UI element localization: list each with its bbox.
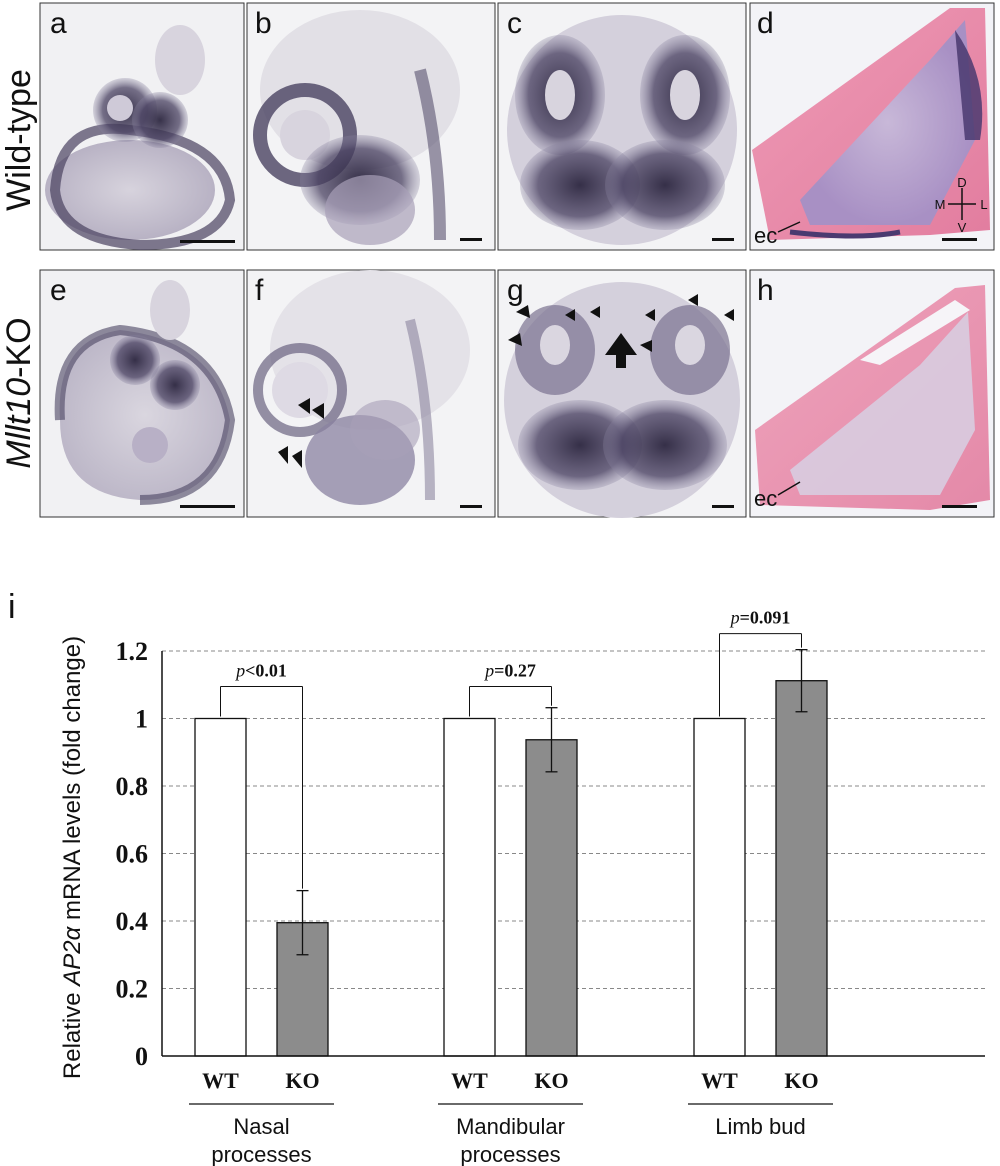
ec-label-top: ec [754,223,777,248]
p-value: =0.27 [494,661,536,681]
x-tick-label: KO [784,1068,818,1093]
row-label-gene: Mllt10 [0,378,38,469]
panel-d: ec D V M L d [749,2,995,251]
bar-chart: 00.20.40.60.811.2 p<0.01 p=0.27p=0.091 WT… [59,608,985,1166]
panel-letter-c: c [507,7,522,40]
group-label: processes [211,1142,311,1166]
large-arrow-g [605,333,637,368]
axis-cross: D V M L [935,175,988,235]
p-symbol: p [729,608,740,628]
panel-f: f [246,269,496,518]
p-value-label: p=0.27 [483,661,536,681]
panel-letter-d: d [757,7,774,40]
p-value: <0.01 [245,661,287,681]
y-tick-label: 0.8 [116,772,149,801]
y-axis-label-suffix: mRNA levels (fold change) [59,636,86,927]
panel-h: ec h [749,269,995,518]
x-tick-labels: WT KO WT KO WT KO [202,1068,818,1093]
panel-b: b [246,2,496,251]
y-tick-label: 0.4 [116,907,149,936]
y-tick-labels: 0 0.2 0.4 0.6 0.8 1 1.2 [116,637,149,1071]
y-tick-label: 0.2 [116,975,149,1004]
panel-letter-a: a [50,7,67,40]
panel-letter-g: g [507,274,524,307]
bar-ko [525,739,578,1057]
panel-a: a [39,2,245,251]
axis-medial: M [935,197,946,212]
row-label-suffix: -KO [0,317,38,377]
bars [194,680,828,1057]
group-label: Nasal [233,1114,289,1139]
y-axis-label-prefix: Relative [59,986,86,1079]
panel-g: g [497,269,747,518]
group-label: Limb bud [715,1114,806,1139]
panel-letter-i: i [8,588,16,626]
p-symbol: p [234,661,245,681]
x-tick-label: WT [701,1068,738,1093]
p-value-label: p=0.091 [729,608,791,628]
y-tick-label: 1 [135,705,148,734]
panel-letter-h: h [757,274,774,307]
x-tick-label: KO [285,1068,319,1093]
image-panels: Wild-type Mllt10-KO a b [0,2,995,518]
bar-ko [775,680,828,1057]
axis-dorsal: D [957,175,966,190]
row-label-wild-type: Wild-type [0,69,38,211]
y-tick-label: 1.2 [116,637,149,666]
axis-ventral: V [958,220,967,235]
arrowheads-g [508,294,734,352]
x-tick-label: KO [534,1068,568,1093]
group-labels: Nasal processes Mandibular processes Limb bu… [189,1103,833,1166]
panel-e: e [39,269,245,518]
significance-brackets: p<0.01 p=0.27p=0.091 [220,608,802,889]
bar-wt [443,717,496,1057]
p-value: =0.091 [740,608,791,628]
p-value-label: p<0.01 [234,661,287,681]
panel-letter-f: f [255,274,264,307]
y-tick-label: 0.6 [116,840,149,869]
panel-letter-b: b [255,7,272,40]
axis-lateral: L [980,197,987,212]
row-label-knockout: Mllt10-KO [0,317,38,468]
bar-wt [194,717,247,1057]
y-axis-label: Relative AP2α mRNA levels (fold change) [59,636,86,1079]
y-axis-label-gene: AP2α [59,925,86,987]
x-tick-label: WT [451,1068,488,1093]
p-symbol: p [483,661,494,681]
group-label: Mandibular [456,1114,565,1139]
group-label: processes [460,1142,560,1166]
panel-letter-e: e [50,274,67,307]
arrowheads-f [278,398,324,468]
panel-c: c [497,2,747,251]
bar-wt [693,717,746,1057]
ec-label-bottom: ec [754,486,777,511]
y-tick-label: 0 [135,1042,148,1071]
x-tick-label: WT [202,1068,239,1093]
error-bars [296,649,808,956]
